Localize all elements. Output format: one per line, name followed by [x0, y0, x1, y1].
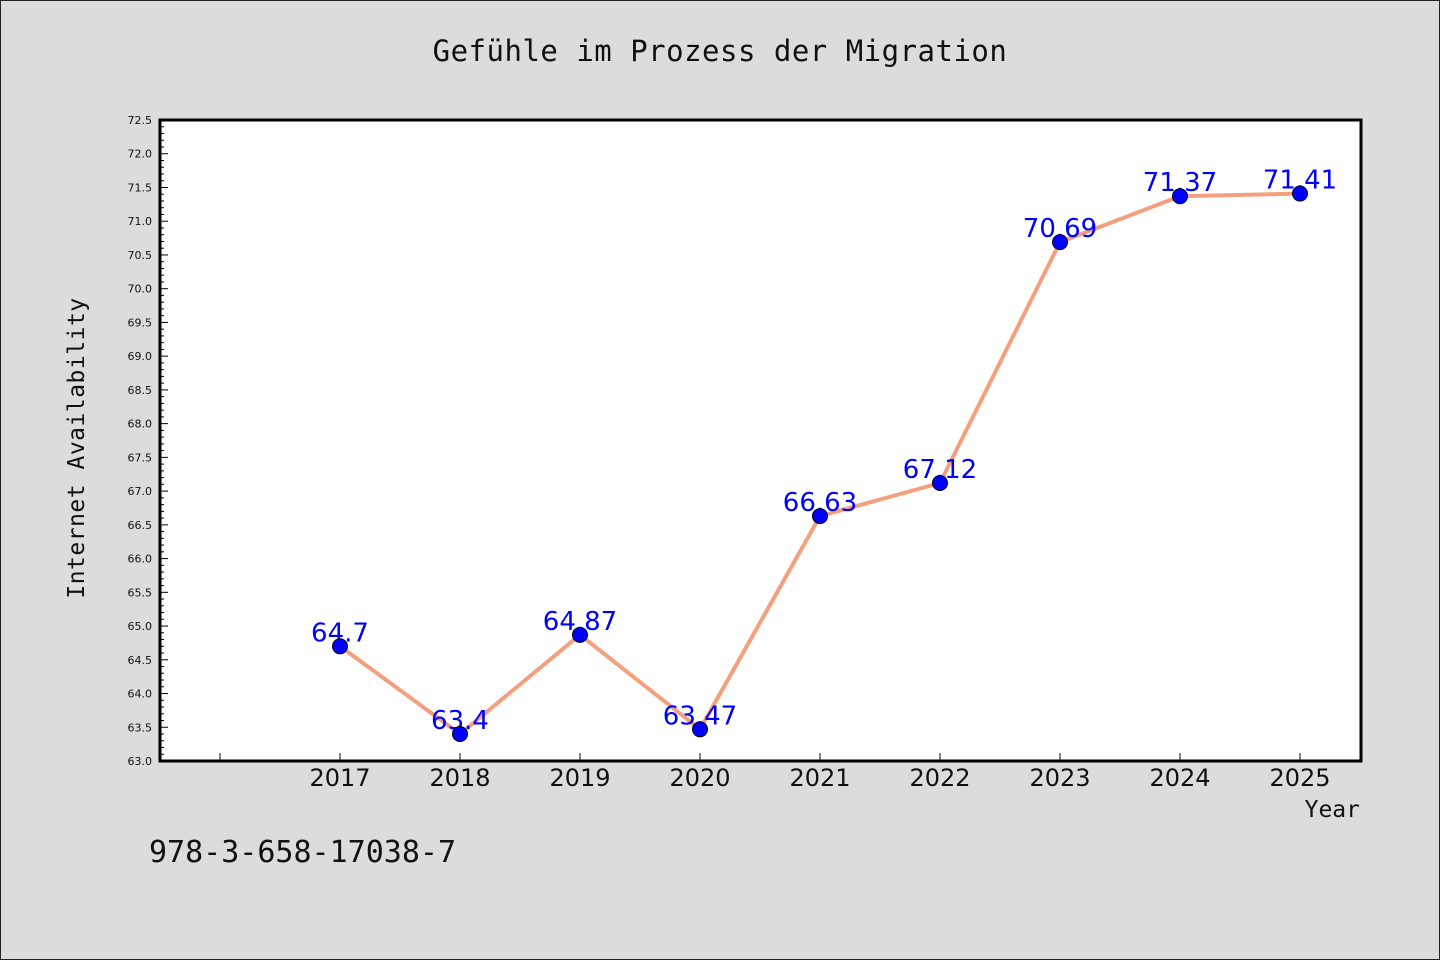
data-point — [332, 638, 348, 655]
y-tick-label: 64.0 — [128, 688, 153, 701]
data-point — [1292, 185, 1308, 202]
x-tick-label: 2023 — [1029, 764, 1090, 792]
x-axis-label: Year — [1304, 797, 1360, 823]
x-tick-label: 2025 — [1269, 764, 1330, 792]
y-tick-label: 65.0 — [128, 620, 153, 633]
plot-area — [158, 118, 1363, 763]
x-tick-label: 2024 — [1149, 764, 1210, 792]
y-tick-label: 68.5 — [128, 384, 153, 397]
y-tick-label: 70.5 — [128, 249, 153, 262]
y-tick-label: 71.5 — [128, 181, 153, 194]
y-tick-label: 66.5 — [128, 519, 153, 532]
data-point — [1172, 188, 1188, 205]
y-axis-ticks: 63.0 63.5 64.0 64.5 65.0 65.5 66.0 66.5 67.0 67.5… — [128, 114, 168, 768]
data-point — [812, 508, 828, 525]
y-tick-label: 69.5 — [128, 316, 153, 329]
y-tick-label: 63.0 — [128, 755, 153, 768]
data-point — [692, 721, 708, 738]
x-tick-label: 2021 — [789, 764, 850, 792]
x-tick-label: 2020 — [669, 764, 730, 792]
y-tick-label: 68.0 — [128, 418, 153, 431]
x-tick-label: 2018 — [429, 764, 490, 792]
data-point — [572, 626, 588, 643]
data-point — [452, 726, 468, 743]
isbn-annotation: 978-3-658-17038-7 — [149, 835, 457, 870]
y-tick-label: 72.5 — [128, 114, 153, 127]
x-tick-label: 2017 — [309, 764, 370, 792]
x-tick-label: 2022 — [909, 764, 970, 792]
y-tick-label: 66.0 — [128, 553, 153, 566]
y-tick-label: 67.5 — [128, 451, 153, 464]
y-tick-label: 72.0 — [128, 148, 153, 161]
chart-title: Gefühle im Prozess der Migration — [432, 34, 1008, 68]
y-tick-label: 67.0 — [128, 485, 153, 498]
y-tick-label: 71.0 — [128, 215, 153, 228]
data-point — [1052, 234, 1068, 251]
y-tick-label: 65.5 — [128, 586, 153, 599]
y-tick-label: 69.0 — [128, 350, 153, 363]
data-point — [932, 475, 948, 492]
y-tick-label: 70.0 — [128, 283, 153, 296]
y-tick-label: 63.5 — [128, 721, 153, 734]
x-axis-ticks: 2017 2018 2019 2020 2021 2022 2023 2024 2025 — [219, 753, 1331, 792]
x-tick-label: 2019 — [549, 764, 610, 792]
y-tick-label: 64.5 — [128, 654, 153, 667]
